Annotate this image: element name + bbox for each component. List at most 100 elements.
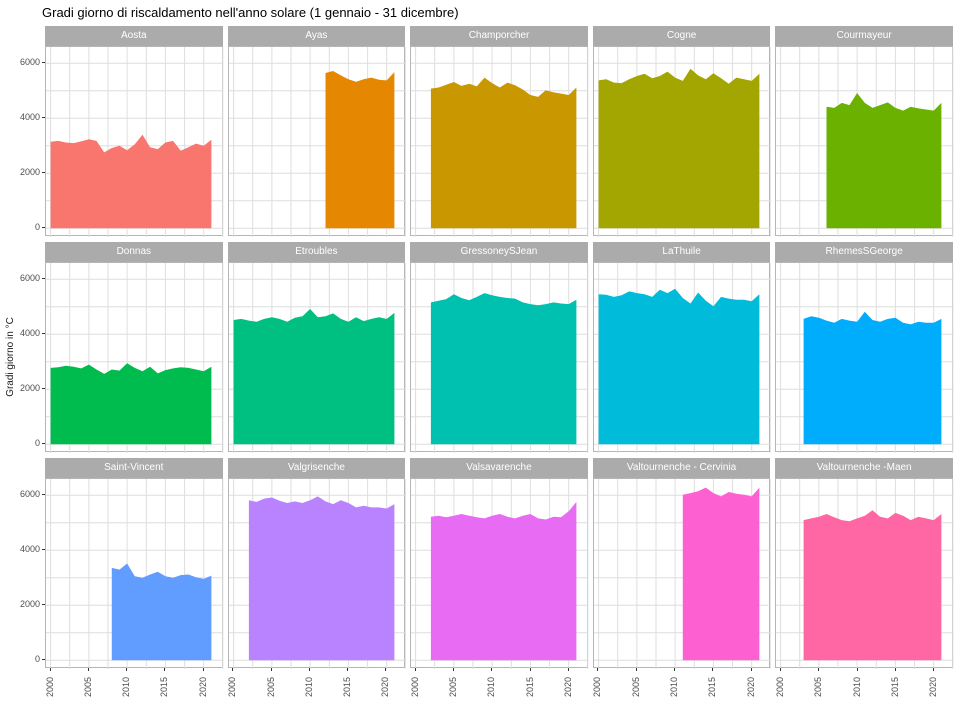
chart-title: Gradi giorno di riscaldamento nell'anno … — [42, 5, 459, 20]
y-tick-label: 4000 — [19, 544, 40, 555]
y-tick-mark — [42, 62, 45, 64]
facet-strip-label: Valsavarenche — [466, 462, 532, 473]
facet-plot-area — [593, 263, 772, 453]
facet-panel — [410, 46, 589, 237]
area-series — [598, 288, 760, 445]
x-tick-mark — [597, 668, 599, 671]
x-tick-mark — [780, 668, 781, 671]
area-series — [50, 134, 212, 229]
facet-strip-label: GressoneySJean — [460, 246, 538, 257]
facet-strip: Etroubles — [227, 242, 406, 262]
x-tick-label: 2000 — [775, 676, 785, 698]
x-tick-mark — [491, 668, 493, 671]
area-series — [233, 309, 394, 445]
facet-plot-area — [411, 479, 589, 669]
facet-plot-area — [776, 263, 954, 453]
x-tick-mark — [453, 668, 455, 671]
y-tick-mark — [42, 549, 45, 551]
facet-panel — [410, 262, 589, 453]
facet-strip-label: Valtournenche -Maen — [816, 462, 912, 473]
facet-plot-area — [46, 263, 224, 453]
facet-plot-area — [593, 47, 772, 237]
x-tick-mark — [856, 668, 858, 671]
facet-strip-label: Donnas — [116, 246, 152, 257]
facet-panel — [775, 478, 954, 669]
facet-panel — [410, 478, 589, 669]
x-tick-label: 2020 — [745, 676, 756, 698]
x-tick-label: 2005 — [630, 676, 641, 698]
facet-plot-area — [776, 479, 954, 669]
facet-panel — [45, 478, 224, 669]
area-series — [111, 563, 212, 661]
x-tick-label: 2020 — [562, 676, 573, 698]
facet-plot-area — [228, 47, 407, 237]
facet-plot-area — [46, 479, 224, 669]
y-tick-label: 6000 — [19, 57, 40, 68]
y-tick-label: 6000 — [19, 489, 40, 500]
x-tick-mark — [529, 668, 531, 671]
facet-strip-label: LaThuile — [662, 246, 701, 257]
x-tick-label: 2000 — [44, 676, 55, 698]
x-tick-label: 2005 — [813, 676, 824, 698]
y-tick-mark — [42, 494, 45, 496]
x-tick-mark — [270, 668, 272, 671]
facet-strip-label: Etroubles — [295, 246, 338, 257]
x-tick-label: 2005 — [448, 676, 459, 698]
area-series — [431, 77, 577, 229]
facet-panel — [227, 262, 407, 453]
x-tick-mark — [635, 668, 637, 671]
x-tick-label: 2010 — [851, 676, 862, 698]
x-tick-label: 2000 — [592, 676, 603, 698]
facet-panel — [227, 46, 407, 237]
facet-panel — [45, 46, 224, 237]
facet-strip-label: Valtournenche - Cervinia — [626, 462, 737, 473]
facet-panel — [775, 262, 954, 453]
x-tick-mark — [164, 668, 166, 671]
x-tick-mark — [202, 668, 204, 671]
facet-panel — [592, 478, 772, 669]
x-tick-mark — [232, 668, 234, 671]
facet-plot-area — [411, 47, 589, 237]
area-series — [431, 293, 577, 445]
x-tick-mark — [712, 668, 714, 671]
facet-strip-label: Saint-Vincent — [104, 462, 164, 473]
x-tick-label: 2020 — [380, 676, 391, 698]
x-tick-label: 2005 — [82, 676, 93, 698]
facet-strip-label: Valgrisenche — [287, 462, 345, 473]
facet-strip: LaThuile — [592, 242, 771, 262]
y-axis-title: Gradi giorno in °C — [5, 317, 16, 397]
facet-panel — [775, 46, 954, 237]
facet-strip: Aosta — [45, 26, 223, 46]
facet-strip: Valgrisenche — [227, 458, 406, 478]
facet-strip: Saint-Vincent — [45, 458, 223, 478]
facet-strip: Donnas — [45, 242, 223, 262]
x-tick-label: 2015 — [524, 676, 535, 698]
y-tick-mark — [42, 117, 45, 119]
x-tick-mark — [673, 668, 675, 671]
x-tick-label: 2010 — [668, 676, 679, 698]
x-tick-mark — [818, 668, 820, 671]
facet-strip-label: RhemesSGeorge — [825, 246, 903, 257]
area-series — [826, 93, 942, 229]
x-tick-label: 2020 — [197, 676, 208, 698]
x-tick-mark — [385, 668, 387, 671]
x-tick-mark — [414, 668, 416, 671]
area-series — [598, 68, 760, 229]
y-tick-label: 4000 — [19, 112, 40, 123]
facet-strip: Champorcher — [410, 26, 588, 46]
x-tick-label: 2005 — [265, 676, 276, 698]
x-tick-label: 2010 — [486, 676, 497, 698]
area-series — [50, 363, 212, 445]
area-series — [431, 501, 577, 661]
y-tick-label: 2000 — [19, 383, 40, 394]
facet-strip: Valtournenche -Maen — [775, 458, 953, 478]
facet-strip: Courmayeur — [775, 26, 953, 46]
facet-plot-area — [228, 479, 407, 669]
x-tick-label: 2000 — [409, 676, 420, 698]
facet-panel — [592, 262, 772, 453]
x-tick-mark — [126, 668, 128, 671]
x-tick-mark — [49, 668, 51, 671]
y-tick-mark — [42, 172, 45, 174]
y-tick-label: 0 — [34, 654, 40, 665]
facet-plot-area — [411, 263, 589, 453]
